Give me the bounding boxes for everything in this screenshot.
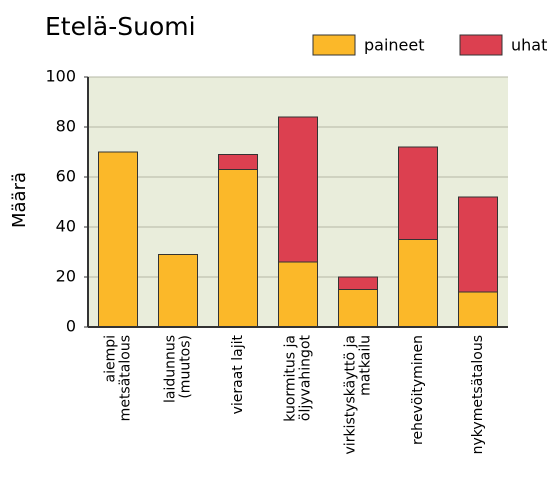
x-tick-label: aiempi xyxy=(103,335,119,383)
bar-segment xyxy=(338,289,378,328)
x-tick-label: nykymetsätalous xyxy=(470,335,486,454)
y-tick-label: 60 xyxy=(56,167,76,186)
y-axis-label: Määrä xyxy=(9,172,30,228)
x-tick-label: kuormitus ja xyxy=(283,335,299,422)
x-tick-label: matkailu xyxy=(358,335,374,396)
bar-segment xyxy=(278,261,318,328)
x-tick-label: (muutos) xyxy=(178,335,194,399)
bar-segment xyxy=(458,291,498,328)
x-tick-label: öljyvahingot xyxy=(298,334,314,421)
y-tick-label: 100 xyxy=(45,67,76,86)
x-tick-label: rehevöityminen xyxy=(410,335,426,445)
bar-segment xyxy=(158,254,198,328)
y-tick-label: 40 xyxy=(56,217,76,236)
bar-segment xyxy=(398,146,438,240)
y-tick-label: 20 xyxy=(56,267,76,286)
bar-segment xyxy=(98,151,138,328)
legend-swatch xyxy=(459,34,503,56)
x-tick-label: vieraat lajit xyxy=(230,335,246,415)
bar-segment xyxy=(338,276,378,290)
bar-segment xyxy=(398,239,438,328)
x-tick-label: laidunnus xyxy=(163,335,179,403)
y-tick-label: 0 xyxy=(66,317,76,336)
x-tick-label: virkistyskäyttö ja xyxy=(343,335,359,454)
x-tick-label: metsätalous xyxy=(118,335,134,421)
legend-label: paineet xyxy=(364,36,425,55)
y-tick-label: 80 xyxy=(56,117,76,136)
bar-segment xyxy=(278,116,318,263)
bar-segment xyxy=(458,196,498,293)
legend-swatch xyxy=(312,34,356,56)
bar-segment xyxy=(218,169,258,328)
chart-title: Etelä-Suomi xyxy=(45,12,196,41)
bar-segment xyxy=(218,154,258,170)
legend-label: uhat xyxy=(511,36,547,55)
